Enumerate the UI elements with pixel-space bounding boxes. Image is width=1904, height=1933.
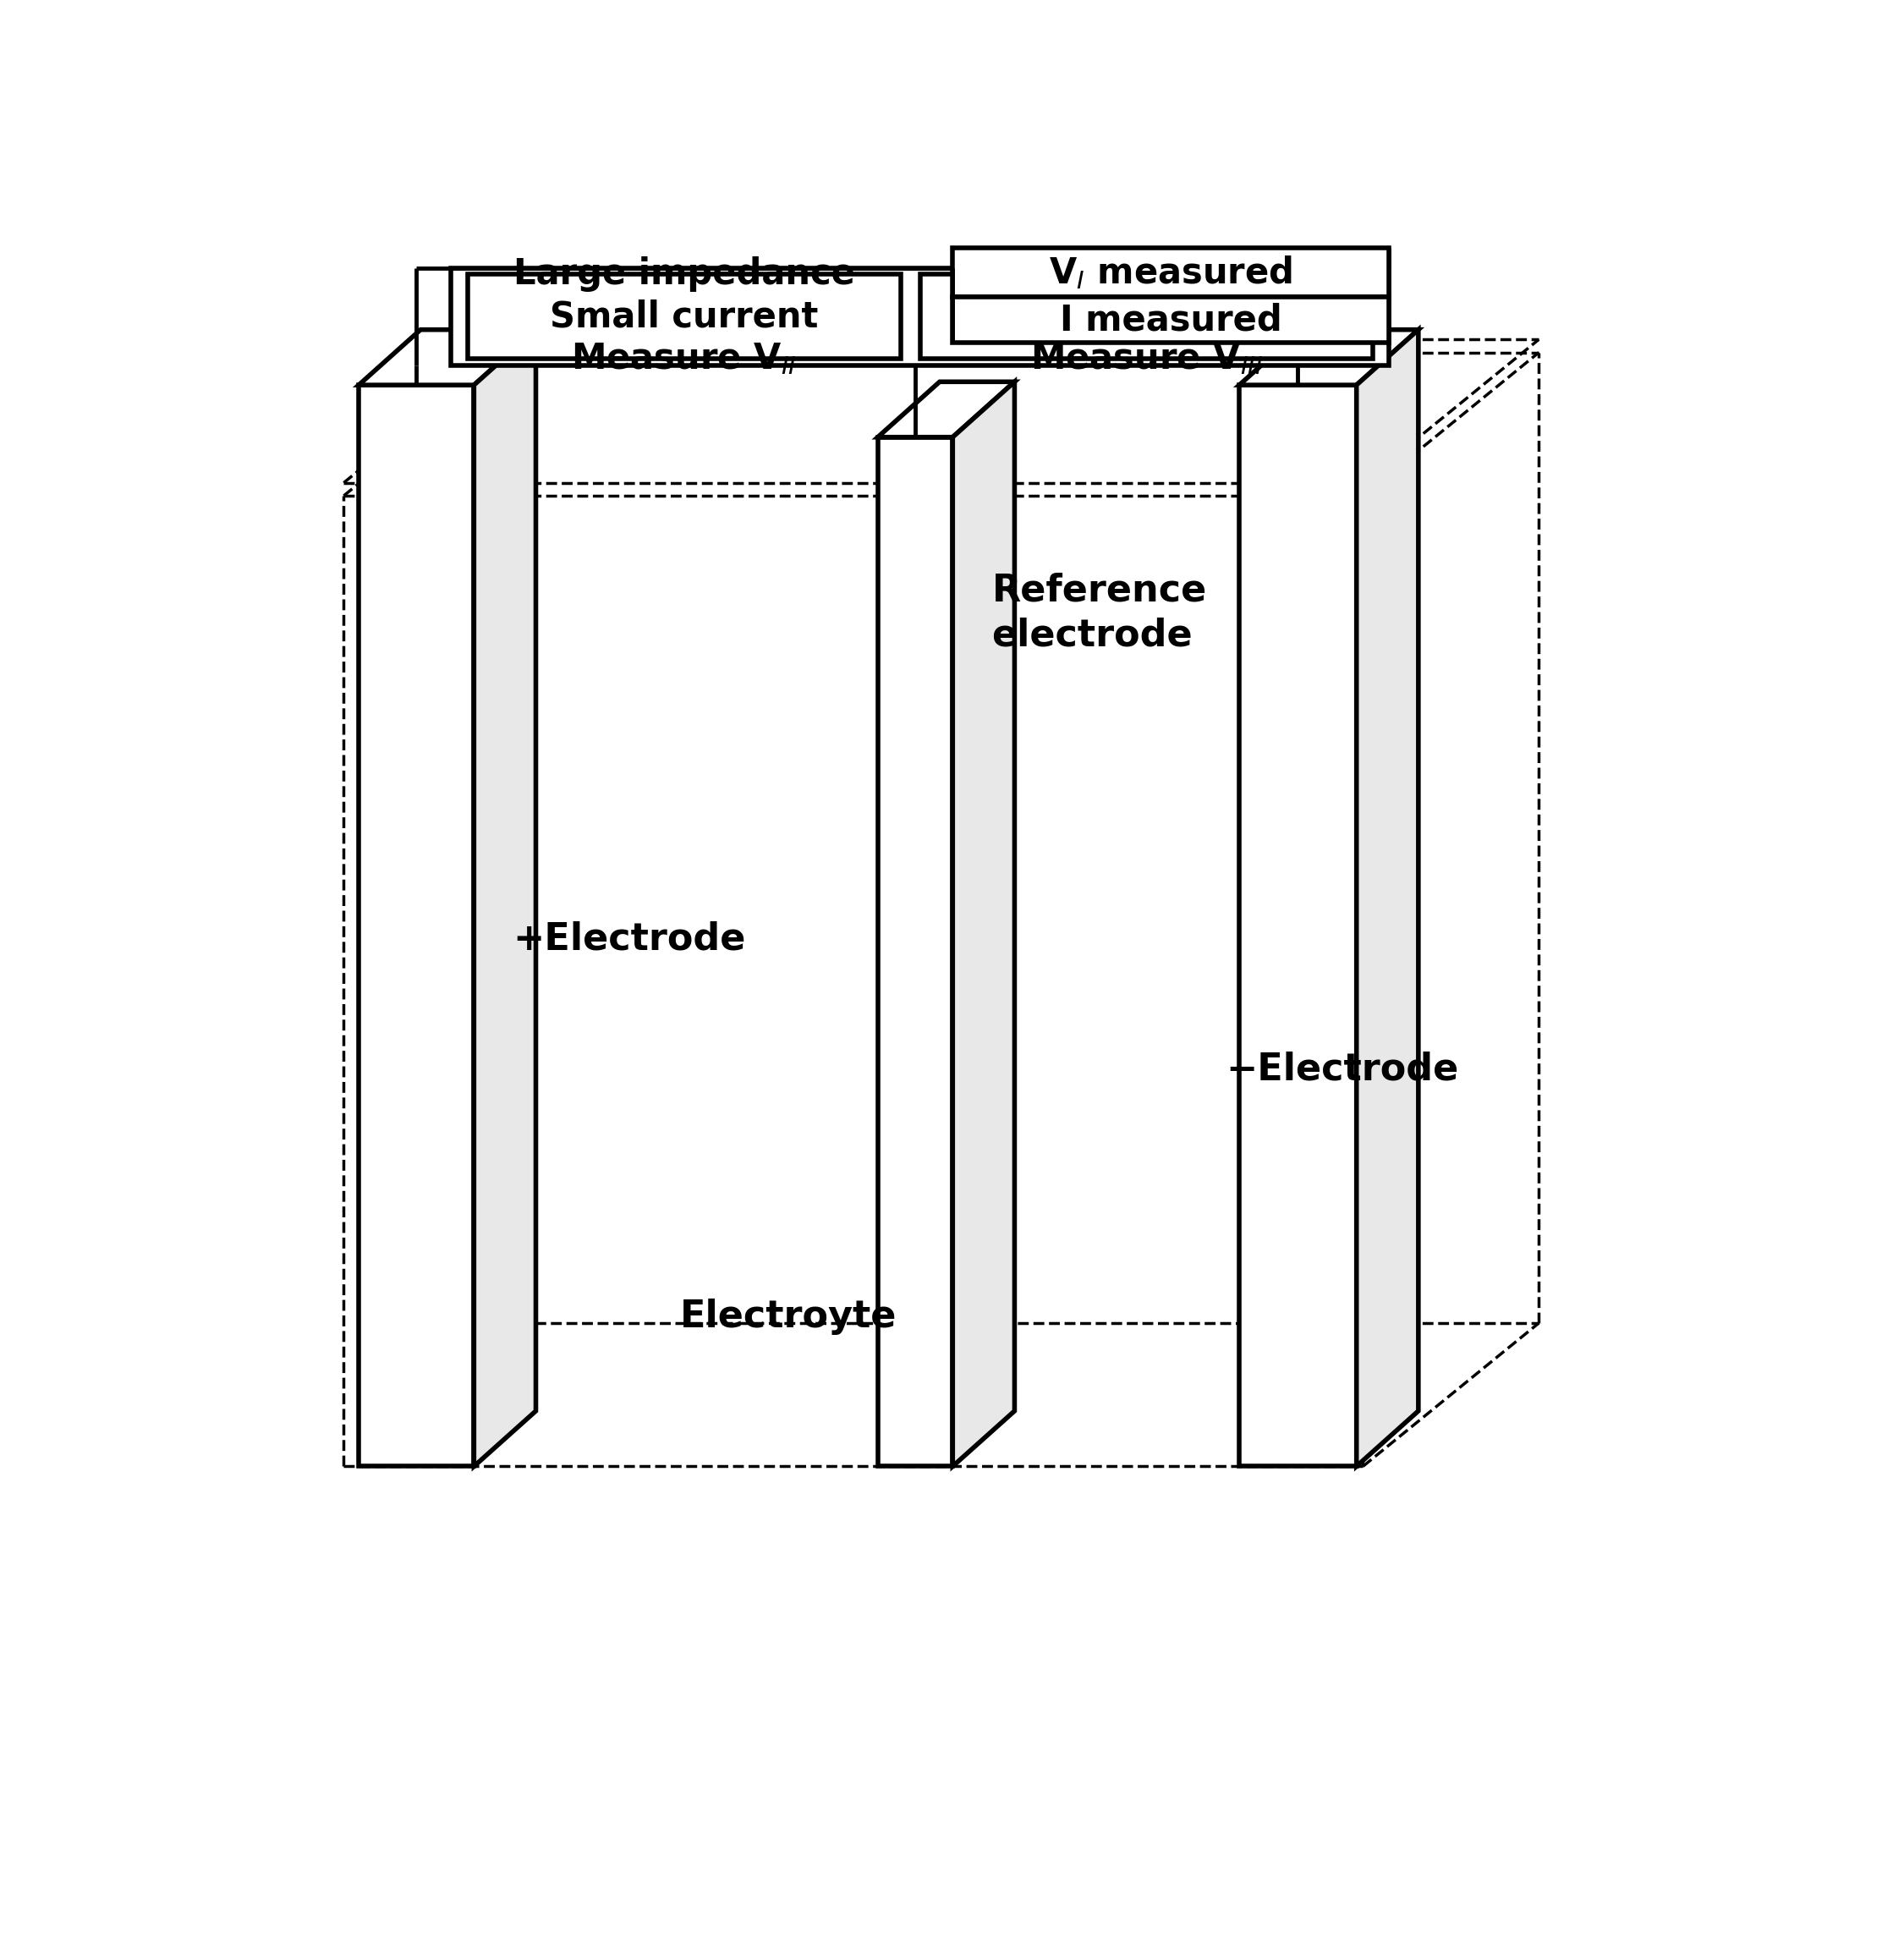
Bar <box>920 274 1373 360</box>
Bar <box>468 274 901 360</box>
Text: +Electrode: +Electrode <box>512 920 746 957</box>
Polygon shape <box>358 331 535 385</box>
Text: Reference
electrode: Reference electrode <box>992 572 1207 653</box>
Text: Large impedance
Small current
Measure V$_{II}$: Large impedance Small current Measure V$… <box>514 257 855 377</box>
Bar <box>952 247 1390 298</box>
Bar <box>451 269 1390 365</box>
Text: −Electrode: −Electrode <box>1226 1052 1458 1086</box>
Polygon shape <box>952 383 1015 1467</box>
Text: Electroyte: Electroyte <box>680 1299 897 1334</box>
Polygon shape <box>474 331 535 1467</box>
Polygon shape <box>878 383 1015 437</box>
Text: V$_I$ measured: V$_I$ measured <box>1049 253 1293 292</box>
Polygon shape <box>1356 331 1418 1467</box>
Bar <box>952 298 1390 342</box>
Bar <box>1240 385 1356 1467</box>
Polygon shape <box>1240 331 1418 385</box>
Text: I measured: I measured <box>1061 302 1281 338</box>
Bar <box>358 385 474 1467</box>
Bar <box>878 437 952 1467</box>
Text: Large impedance
Small current
Measure V$_{III}$: Large impedance Small current Measure V$… <box>975 257 1318 377</box>
